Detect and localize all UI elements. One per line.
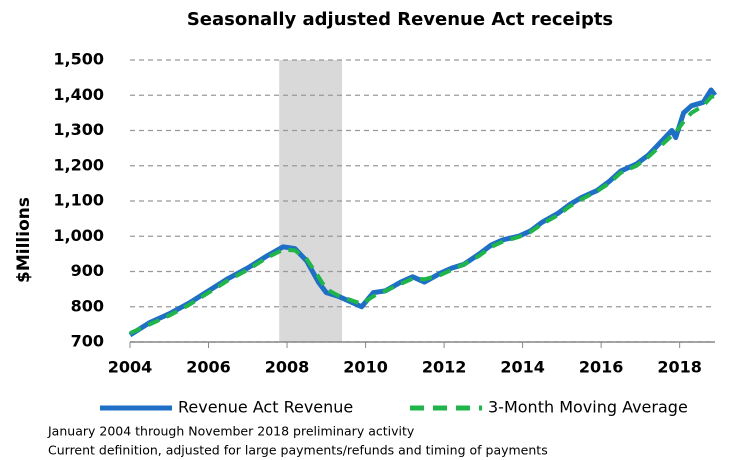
x-tick-label: 2016 <box>579 358 624 377</box>
series-line <box>128 87 718 338</box>
chart-title: Seasonally adjusted Revenue Act receipts <box>187 9 613 30</box>
legend-label: 3-Month Moving Average <box>488 398 688 417</box>
legend-label: Revenue Act Revenue <box>178 398 353 417</box>
y-tick-label: 1,300 <box>53 120 104 139</box>
x-tick-label: 2008 <box>265 358 310 377</box>
x-tick-label: 2010 <box>343 358 388 377</box>
x-tick-label: 2014 <box>500 358 545 377</box>
footnote: January 2004 through November 2018 preli… <box>47 424 415 439</box>
y-tick-label: 900 <box>71 261 104 280</box>
y-tick-label: 800 <box>71 296 104 315</box>
x-tick-label: 2018 <box>657 358 702 377</box>
x-tick-label: 2004 <box>108 358 153 377</box>
x-tick-label: 2012 <box>422 358 467 377</box>
y-tick-label: 1,000 <box>53 226 104 245</box>
y-tick-label: 700 <box>71 332 104 351</box>
y-tick-label: 1,500 <box>53 50 104 69</box>
y-axis-label: $Millions <box>14 197 34 283</box>
y-tick-label: 1,200 <box>53 155 104 174</box>
y-tick-label: 1,100 <box>53 191 104 210</box>
x-tick-label: 2006 <box>186 358 231 377</box>
y-tick-label: 1,400 <box>53 85 104 104</box>
series-line <box>129 94 716 336</box>
footnote: Current definition, adjusted for large p… <box>48 443 548 458</box>
